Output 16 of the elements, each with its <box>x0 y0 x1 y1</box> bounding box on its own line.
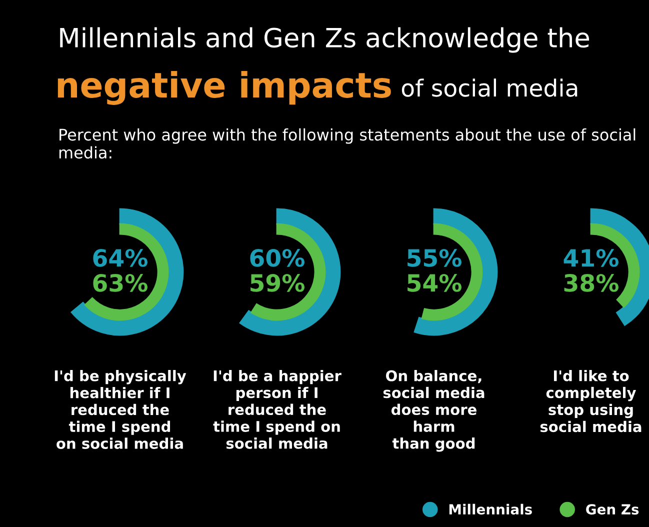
data-label: 63% <box>93 274 148 292</box>
data-label: 54% <box>408 274 462 292</box>
data-label: 55% <box>408 248 462 267</box>
data-label: 64% <box>93 248 148 267</box>
category-label: I'd like to completely stop using social media <box>540 370 642 432</box>
data-label: 41% <box>564 248 619 267</box>
text: Percent who agree with the following statements about the use of social media: <box>59 128 636 159</box>
legend-label: Millennials <box>449 504 532 515</box>
data-label: 38% <box>564 274 619 292</box>
data-label: 59% <box>250 274 305 292</box>
data-label: 60% <box>250 248 305 267</box>
text: Millennials and Gen Zs acknowledge the negative impacts of social media <box>58 27 590 105</box>
category-label: On balance, social media does more harm than good <box>383 370 484 452</box>
category-label: I'd be physically healthier if I reduced the time I spend on social media <box>54 370 186 449</box>
category-label: I'd be a happier person if I reduced the time I spend on social media <box>213 370 342 449</box>
legend-label: Gen Zs <box>586 504 639 515</box>
